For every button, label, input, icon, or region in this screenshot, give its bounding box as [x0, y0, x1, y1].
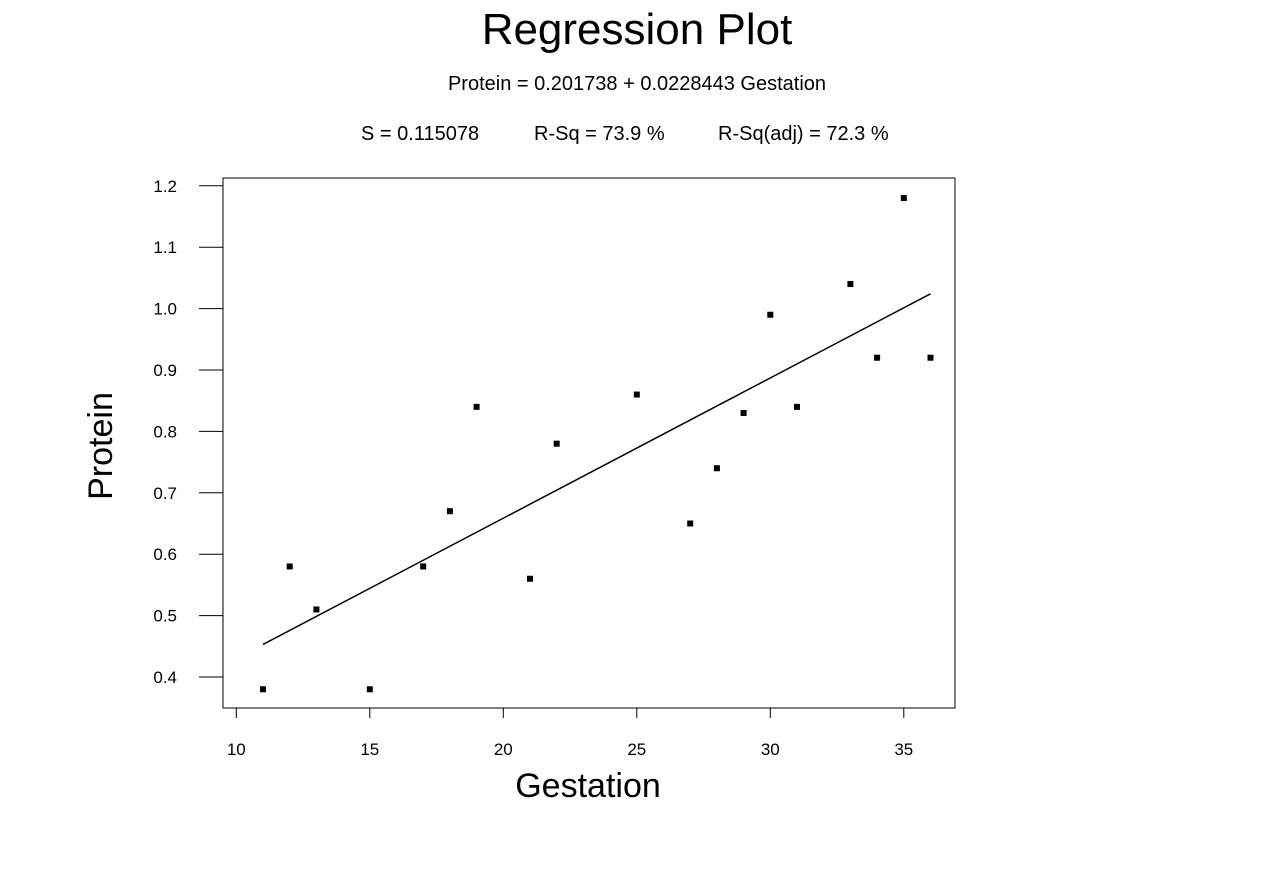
data-point — [366, 686, 373, 693]
x-tick-label: 30 — [761, 740, 780, 759]
regression-equation: Protein = 0.201738 + 0.0228443 Gestation — [447, 73, 827, 95]
x-tick-label: 25 — [627, 740, 646, 759]
data-point — [687, 520, 694, 527]
data-point — [713, 465, 720, 472]
x-tick-label: 15 — [360, 740, 379, 759]
data-point — [553, 440, 560, 447]
data-point — [260, 686, 266, 693]
plot-frame — [222, 177, 956, 709]
data-point — [767, 311, 774, 318]
stat-r-squared-adjusted: R-Sq(adj) = 72.3 % — [718, 123, 889, 145]
regression-line — [262, 293, 931, 646]
y-tick-label: 0.8 — [153, 422, 177, 441]
data-point — [420, 563, 427, 570]
data-point — [473, 403, 480, 410]
stat-r-squared: R-Sq = 73.9 % — [534, 123, 665, 145]
data-point — [446, 508, 453, 515]
data-point — [847, 281, 854, 288]
x-tick-label: 35 — [894, 740, 913, 759]
data-point — [633, 391, 640, 398]
stat-s: S = 0.115078 — [361, 123, 480, 145]
x-tick-label: 10 — [227, 740, 246, 759]
data-point — [927, 354, 934, 361]
y-axis-label: Protein — [82, 392, 120, 500]
data-point — [527, 575, 533, 582]
chart-title: Regression Plot — [481, 5, 793, 54]
y-tick-label: 0.9 — [153, 361, 177, 380]
x-axis-label: Gestation — [515, 767, 661, 805]
x-axis: 10 15 20 25 30 35 — [227, 708, 913, 759]
data-point — [740, 409, 747, 416]
y-tick-label: 1.2 — [153, 177, 177, 196]
y-axis: 0.4 0.5 0.6 0.7 0.8 0.9 1.0 1.1 1.2 — [153, 177, 223, 687]
y-tick-label: 1.0 — [153, 300, 177, 319]
y-tick-label: 1.1 — [153, 238, 177, 257]
y-tick-label: 0.5 — [153, 607, 177, 626]
data-point — [313, 606, 320, 613]
data-points — [260, 195, 934, 693]
data-point — [874, 354, 881, 361]
y-tick-label: 0.7 — [153, 484, 177, 503]
y-tick-label: 0.6 — [153, 545, 177, 564]
data-point — [286, 563, 293, 570]
data-point — [794, 403, 800, 410]
x-tick-label: 20 — [494, 740, 513, 759]
data-point — [900, 195, 907, 202]
y-tick-label: 0.4 — [153, 668, 177, 687]
